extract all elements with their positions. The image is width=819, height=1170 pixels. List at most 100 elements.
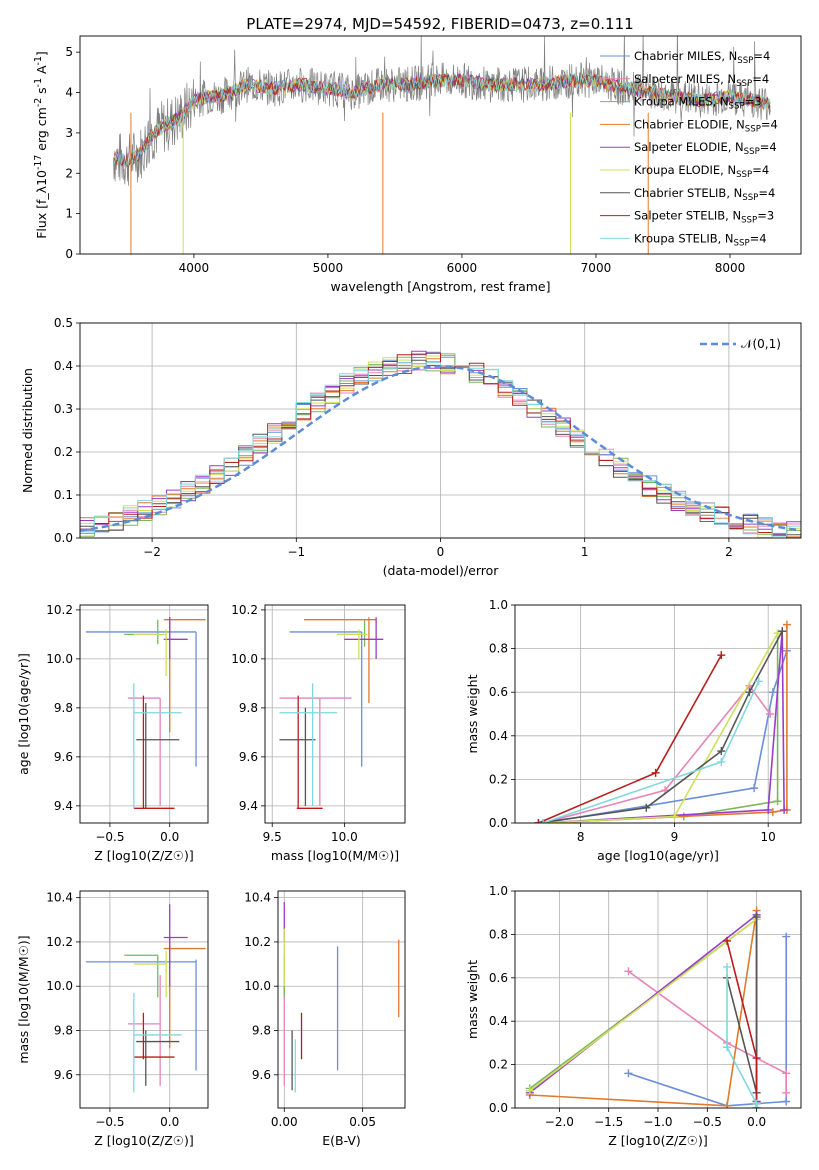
- y-axis-label: mass [log10(M/M☉)]: [16, 935, 31, 1063]
- point-marker: [752, 1099, 761, 1108]
- panel-age-vs-z: −0.5 0.0 9.4 9.6 9.8 10.0 10.2 Z [log10(Z/Z☉)] a…: [16, 603, 209, 863]
- x-tick-label: 0.00: [271, 1115, 298, 1129]
- point-marker: [782, 932, 791, 941]
- y-tick-label: 0.6: [489, 685, 508, 699]
- y-tick-label: 1.0: [489, 598, 508, 612]
- mass-weight-series-7: [534, 627, 787, 823]
- point-marker: [525, 1086, 534, 1095]
- panel-mass-weight-vs-z: −2.0 −1.5 −1.0 −0.5 0.0 0.0 0.2 0.4 0.6 0.8 1.0 Z […: [465, 884, 802, 1148]
- y-tick-label: 1: [65, 207, 73, 221]
- x-axis-label: mass [log10(M/M☉)]: [271, 848, 399, 863]
- point-marker: [764, 805, 773, 814]
- axes-frame: [514, 604, 802, 824]
- y-tick-label: 0.3: [54, 402, 73, 416]
- y-tick-label: 0.4: [54, 359, 73, 373]
- x-tick-label: 2: [725, 545, 733, 559]
- point-marker: [723, 1043, 732, 1052]
- point-1: [85, 631, 197, 767]
- y-axis-label: Flux [f_λ10-17 erg cm-2 s-1 A-1]: [33, 51, 49, 239]
- plot-area: [85, 617, 206, 809]
- series-line: [543, 633, 779, 823]
- point-9: [133, 992, 182, 1093]
- point-marker: [768, 688, 777, 697]
- y-tick-label: 9.6: [54, 750, 73, 764]
- x-tick-label: −2: [143, 545, 161, 559]
- point-marker: [782, 1097, 791, 1106]
- x-tick-label: 0.0: [160, 830, 179, 844]
- point-marker: [780, 805, 789, 814]
- point-6: [337, 629, 368, 659]
- point-2: [279, 697, 352, 806]
- plot-area: [113, 36, 771, 254]
- x-tick-label: −1.5: [594, 1115, 623, 1129]
- x-tick-label: 1: [581, 545, 589, 559]
- point-7: [136, 702, 180, 809]
- y-tick-label: 4: [65, 86, 73, 100]
- point-marker: [624, 1069, 633, 1078]
- legend-label: Chabrier STELIB, NSSP=4: [634, 186, 775, 203]
- series-line: [529, 917, 758, 1102]
- point-8: [296, 695, 323, 809]
- point-marker: [768, 808, 777, 817]
- mass-weight-series-1: [539, 646, 791, 823]
- point-5: [344, 617, 384, 659]
- panel-mass-weight-vs-age: 8 9 10 0.0 0.2 0.4 0.6 0.8 1.0 age [log10(age/yr)…: [465, 598, 802, 863]
- series-line: [543, 632, 779, 823]
- legend-label: Salpeter STELIB, NSSP=3: [634, 209, 774, 226]
- series-line: [726, 940, 758, 1108]
- point-5: [163, 617, 188, 659]
- y-tick-label: 9.6: [252, 1068, 271, 1082]
- x-axis-label: E(B-V): [322, 1133, 361, 1148]
- point-marker: [745, 688, 754, 697]
- plot-area: [85, 904, 206, 1093]
- x-axis-label: Z [log10(Z/Z☉)]: [94, 1133, 194, 1148]
- y-tick-label: 0.1: [54, 488, 73, 502]
- x-tick-label: 9.5: [263, 830, 282, 844]
- x-tick-label: 10: [761, 830, 776, 844]
- plot-area: [279, 617, 384, 809]
- y-tick-label: 9.4: [239, 799, 258, 813]
- y-tick-label: 0.6: [489, 971, 508, 985]
- point-4: [303, 617, 377, 703]
- point-7: [279, 707, 316, 806]
- legend-label: 𝒩(0,1): [741, 337, 781, 351]
- legend-label: Kroupa MILES, NSSP=3: [634, 95, 762, 112]
- point-6: [133, 629, 167, 677]
- y-tick-label: 0.2: [489, 772, 508, 786]
- point-marker: [782, 620, 791, 629]
- legend-label: Salpeter ELODIE, NSSP=4: [634, 140, 777, 157]
- y-axis-label: age [log10(age/yr)]: [16, 653, 31, 775]
- point-marker: [754, 677, 763, 686]
- point-marker: [778, 627, 787, 636]
- legend-label: Salpeter MILES, NSSP=4: [634, 72, 769, 89]
- y-tick-label: 10.2: [46, 603, 73, 617]
- y-tick-label: 1.0: [489, 884, 508, 898]
- point-marker: [752, 913, 761, 922]
- y-tick-label: 0.0: [54, 531, 73, 545]
- x-tick-label: 4000: [179, 261, 210, 275]
- series-line: [542, 680, 760, 823]
- axes-frame: [79, 890, 209, 1109]
- y-tick-label: 10.0: [231, 652, 258, 666]
- chart-title: PLATE=2974, MJD=54592, FIBERID=0473, z=0…: [246, 15, 633, 33]
- series-line: [529, 910, 758, 1107]
- y-tick-label: 10.0: [244, 979, 271, 993]
- y-tick-label: 9.8: [54, 701, 73, 715]
- point-marker: [750, 784, 759, 793]
- x-axis-label: Z [log10(Z/Z☉)]: [608, 1133, 708, 1148]
- y-axis-label: Normed distribution: [20, 368, 35, 493]
- x-tick-label: 8000: [715, 261, 746, 275]
- x-axis-label: wavelength [Angstrom, rest frame]: [330, 279, 550, 294]
- mass-weight-series-9: [539, 677, 763, 823]
- axes-frame: [79, 604, 209, 824]
- panel-age-vs-mass: 9.5 10.0 9.4 9.6 9.8 10.0 10.2 mass [log10(M/M☉…: [231, 603, 406, 863]
- point-8: [133, 695, 175, 809]
- x-tick-label: 6000: [447, 261, 478, 275]
- point-6: [133, 950, 167, 998]
- y-tick-label: 0.2: [489, 1058, 508, 1072]
- legend-label: Kroupa STELIB, NSSP=4: [634, 231, 767, 248]
- x-tick-label: −2.0: [545, 1115, 574, 1129]
- point-marker: [624, 967, 633, 976]
- axes-frame: [264, 604, 406, 824]
